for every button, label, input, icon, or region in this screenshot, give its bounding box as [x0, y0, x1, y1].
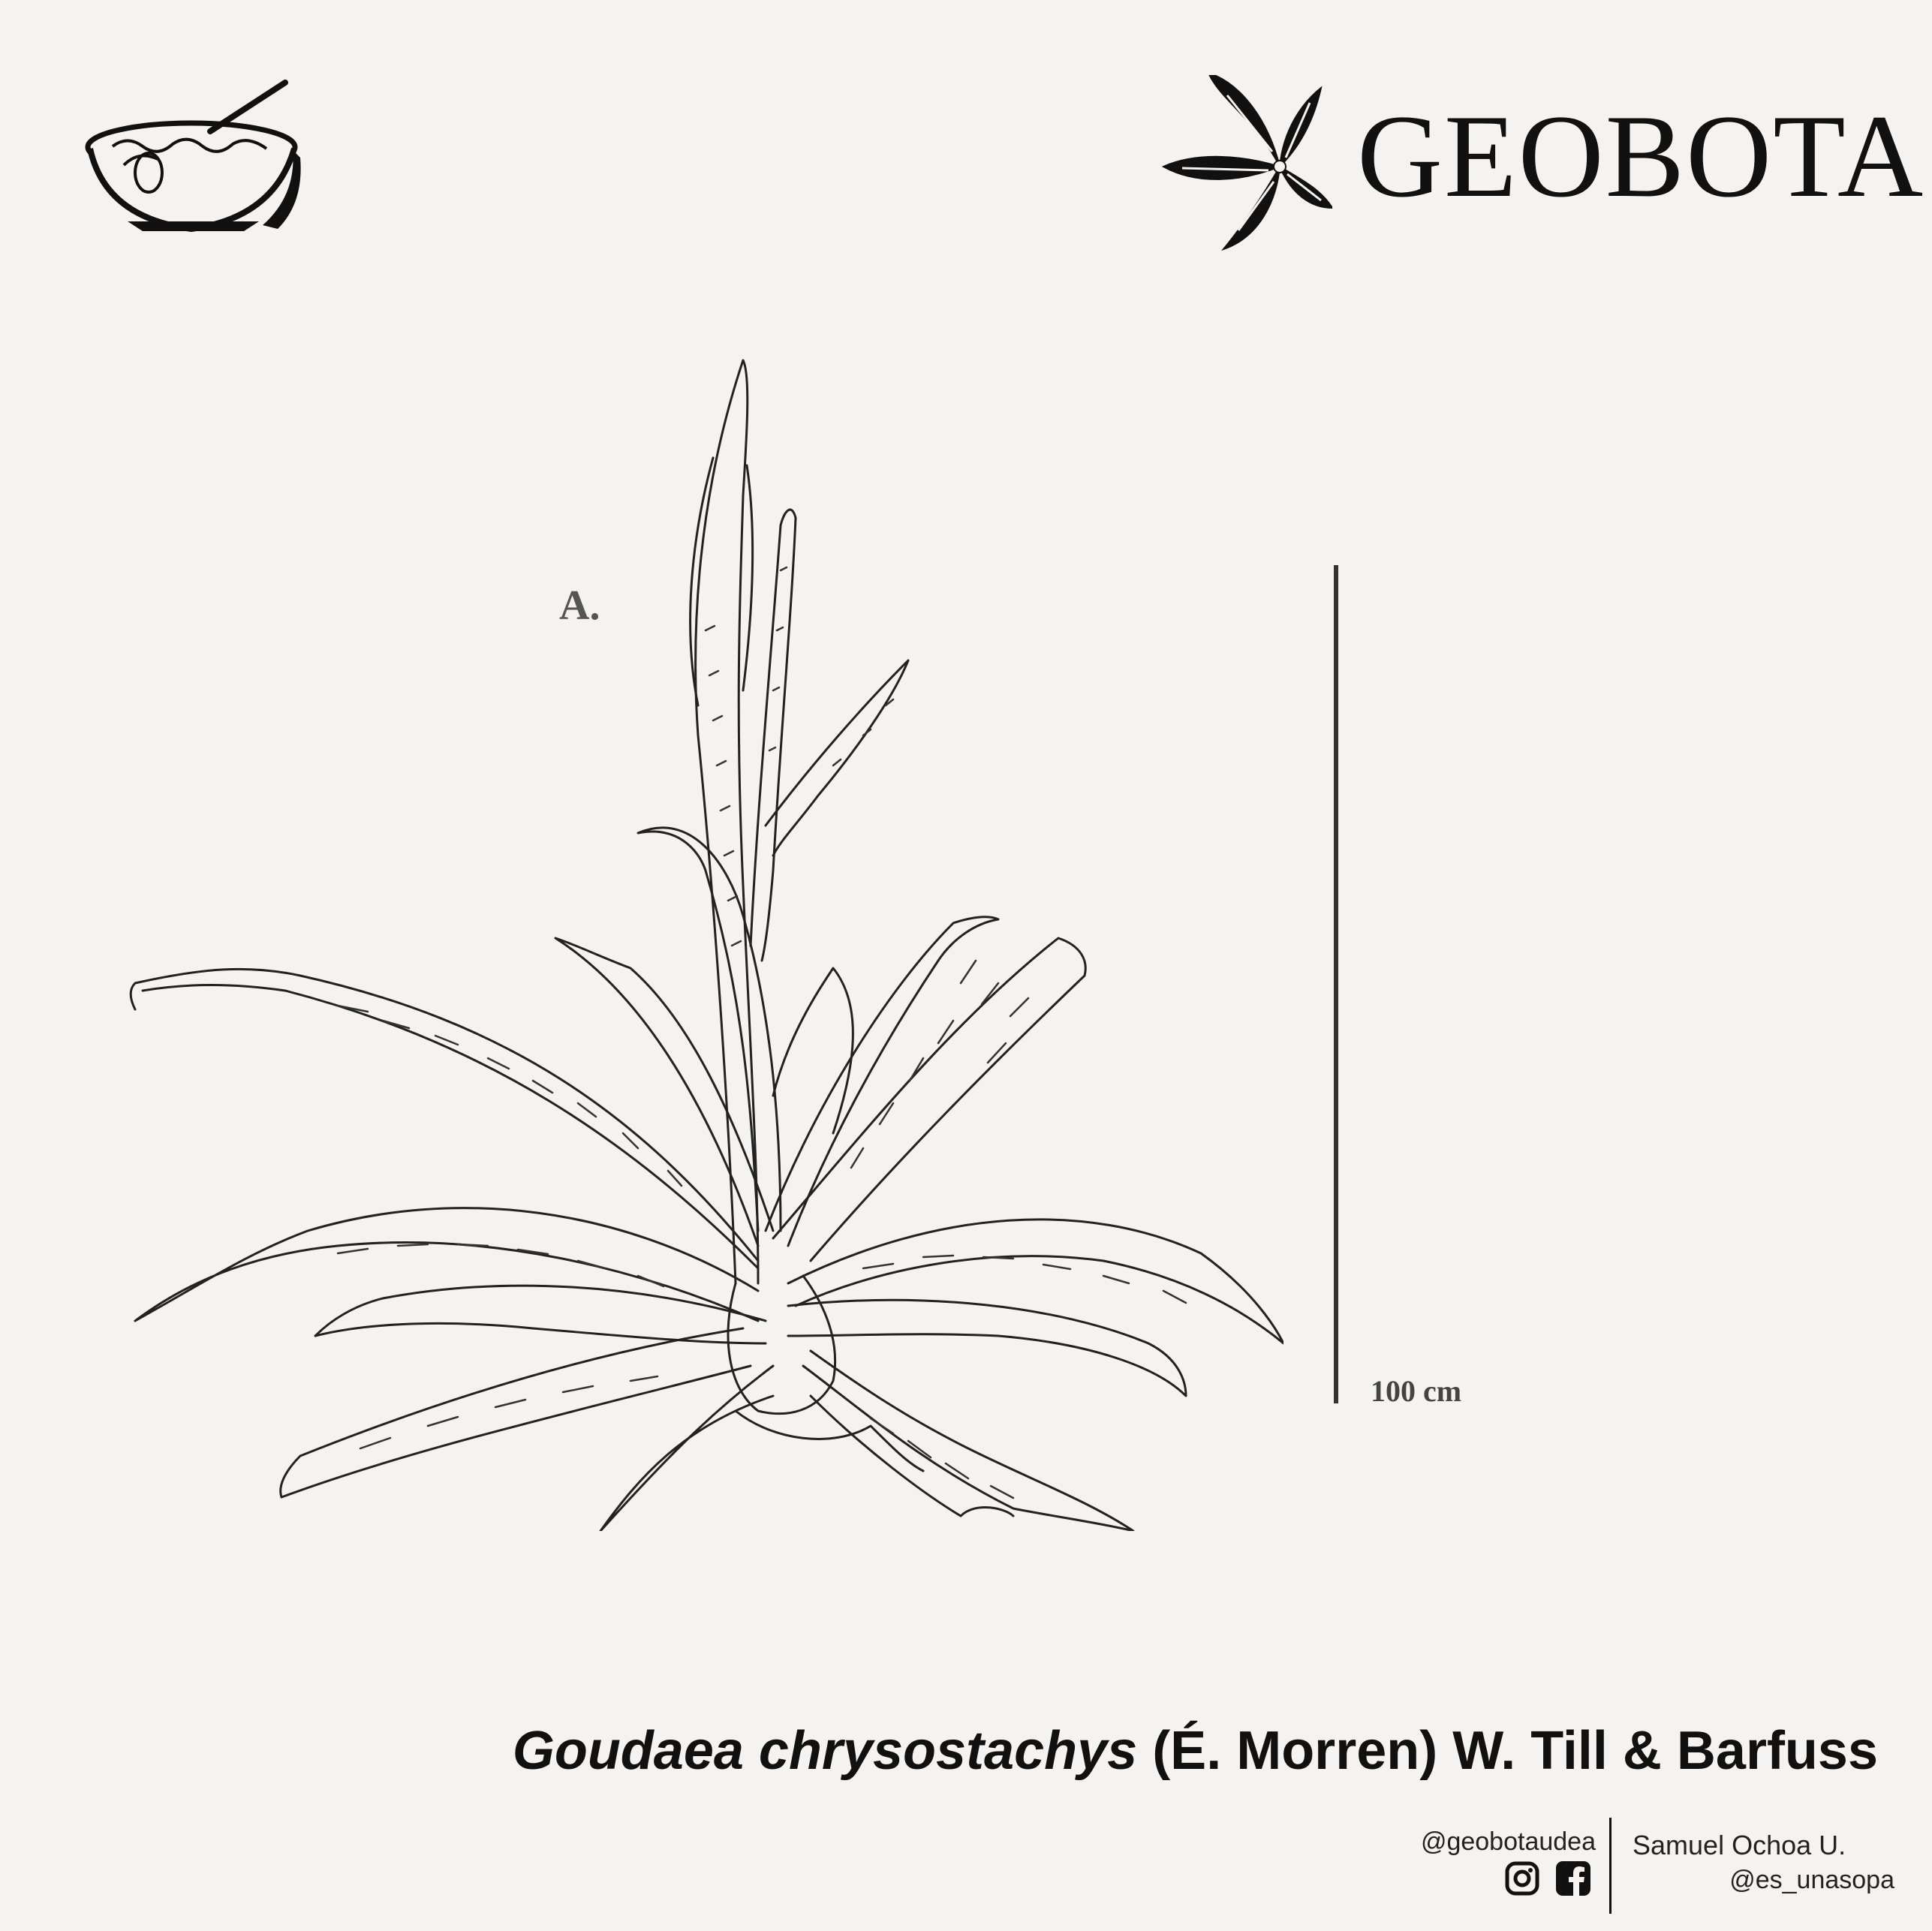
social-handle: @geobotaudea	[1420, 1827, 1596, 1856]
scale-bar	[1334, 565, 1338, 1403]
species-authority: (É. Morren) W. Till & Barfuss	[1152, 1721, 1878, 1781]
species-binomial: Goudaea chrysostachys	[512, 1721, 1138, 1781]
leaf-flower-icon	[1161, 75, 1332, 251]
plant-illustration	[129, 359, 1283, 1531]
plate-letter: A.	[559, 582, 600, 629]
author-handle: @es_unasopa	[1729, 1866, 1894, 1894]
brand-wordmark: GEOBOTA	[1357, 91, 1925, 222]
instagram-icon[interactable]	[1505, 1861, 1539, 1896]
credits-divider	[1609, 1818, 1612, 1914]
facebook-icon[interactable]	[1556, 1861, 1590, 1896]
soup-bowl-icon	[85, 80, 301, 233]
scale-label: 100 cm	[1371, 1374, 1462, 1408]
species-name: Goudaea chrysostachys (É. Morren) W. Til…	[513, 1724, 1878, 1778]
author-name: Samuel Ochoa U.	[1633, 1830, 1846, 1860]
